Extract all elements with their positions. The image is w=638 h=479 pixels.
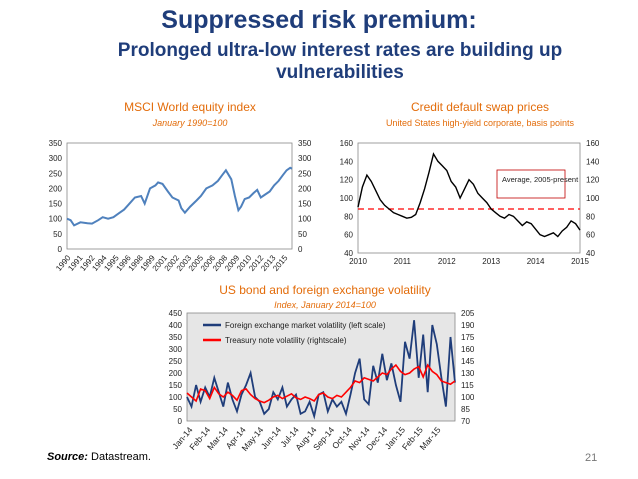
- msci-y-tick-right: 350: [298, 139, 312, 148]
- cds-y-tick-right: 60: [586, 231, 595, 240]
- cds-y-tick-left: 40: [344, 249, 353, 258]
- cds-y-tick-right: 80: [586, 212, 595, 221]
- vol-y-tick-right: 145: [461, 357, 475, 366]
- msci-y-tick-left: 300: [49, 154, 63, 163]
- vol-y-tick-left: 300: [169, 345, 183, 354]
- vol-y-tick-left: 350: [169, 333, 183, 342]
- msci-y-tick-right: 150: [298, 200, 312, 209]
- vol-y-tick-right: 85: [461, 405, 470, 414]
- cds-x-tick: 2015: [571, 257, 589, 266]
- slide-subtitle: Prolonged ultra-low interest rates are b…: [117, 40, 563, 83]
- vol-y-tick-right: 100: [461, 393, 475, 402]
- msci-y-tick-right: 300: [298, 154, 312, 163]
- cds-y-tick-left: 100: [340, 194, 354, 203]
- cds-y-tick-left: 60: [344, 231, 353, 240]
- msci-series-line: [66, 166, 293, 227]
- msci-y-tick-right: 0: [298, 245, 303, 254]
- cds-annotation-box: [496, 169, 566, 199]
- vol-legend-label: Foreign exchange market volatility (left…: [225, 321, 386, 330]
- msci-y-tick-left: 0: [58, 245, 63, 254]
- source-label: Source:: [47, 451, 88, 463]
- msci-y-tick-left: 200: [49, 184, 63, 193]
- vol-y-tick-right: 70: [461, 417, 470, 426]
- msci-y-tick-left: 100: [49, 215, 63, 224]
- vol-plot-area: [186, 312, 456, 422]
- cds-y-tick-right: 40: [586, 249, 595, 258]
- vol-y-tick-right: 115: [461, 381, 474, 390]
- cds-y-tick-left: 120: [340, 176, 354, 185]
- cds-chart-subtitle: United States high-yield corporate, basi…: [385, 118, 575, 128]
- vol-series-line-1: [186, 363, 456, 404]
- msci-chart-title: MSCI World equity index: [124, 100, 256, 114]
- msci-chart-subtitle: January 1990=100: [152, 118, 228, 128]
- vol-y-tick-left: 0: [178, 417, 183, 426]
- msci-y-tick-right: 200: [298, 184, 312, 193]
- slide-title: Suppressed risk premium:: [161, 6, 477, 34]
- msci-y-tick-right: 250: [298, 169, 312, 178]
- msci-y-tick-left: 350: [49, 139, 63, 148]
- cds-x-tick: 2010: [349, 257, 367, 266]
- page-number: 21: [585, 452, 598, 464]
- vol-x-tick: Jun-14: [259, 425, 284, 452]
- cds-y-tick-right: 120: [586, 176, 600, 185]
- vol-y-tick-left: 450: [169, 309, 183, 318]
- vol-y-tick-right: 190: [461, 321, 475, 330]
- vol-y-tick-right: 175: [461, 333, 475, 342]
- vol-y-tick-right: 130: [461, 369, 475, 378]
- cds-annotation-text: Average, 2005-present: [502, 175, 579, 184]
- cds-x-tick: 2014: [527, 257, 545, 266]
- cds-y-tick-left: 80: [344, 212, 353, 221]
- source-text: Datastream.: [87, 451, 151, 463]
- msci-plot-area: [66, 142, 293, 250]
- cds-chart-title: Credit default swap prices: [410, 100, 550, 114]
- source-note: Source: Datastream.: [47, 451, 151, 463]
- vol-y-tick-right: 205: [461, 309, 475, 318]
- msci-y-tick-right: 50: [298, 230, 307, 239]
- msci-y-tick-left: 150: [49, 200, 63, 209]
- vol-y-tick-right: 160: [461, 345, 475, 354]
- vol-y-tick-left: 250: [169, 357, 183, 366]
- vol-legend-label: Treasury note volatility (rightscale): [225, 336, 347, 345]
- msci-y-tick-left: 250: [49, 169, 63, 178]
- volatility-chart-title: US bond and foreign exchange volatility: [219, 283, 431, 297]
- vol-y-tick-left: 100: [169, 393, 183, 402]
- cds-series-line: [357, 152, 581, 238]
- cds-y-tick-right: 160: [586, 139, 600, 148]
- vol-y-tick-left: 400: [169, 321, 183, 330]
- vol-y-tick-left: 150: [169, 381, 183, 390]
- cds-y-tick-left: 160: [340, 139, 354, 148]
- cds-y-tick-right: 100: [586, 194, 600, 203]
- volatility-chart-subtitle: Index, January 2014=100: [274, 300, 376, 310]
- cds-y-tick-left: 140: [340, 157, 354, 166]
- cds-x-tick: 2011: [394, 257, 412, 266]
- msci-y-tick-left: 50: [53, 230, 62, 239]
- vol-y-tick-left: 50: [173, 405, 182, 414]
- vol-y-tick-left: 200: [169, 369, 183, 378]
- cds-x-tick: 2013: [482, 257, 500, 266]
- msci-y-tick-right: 100: [298, 215, 312, 224]
- cds-y-tick-right: 140: [586, 157, 600, 166]
- cds-x-tick: 2012: [438, 257, 456, 266]
